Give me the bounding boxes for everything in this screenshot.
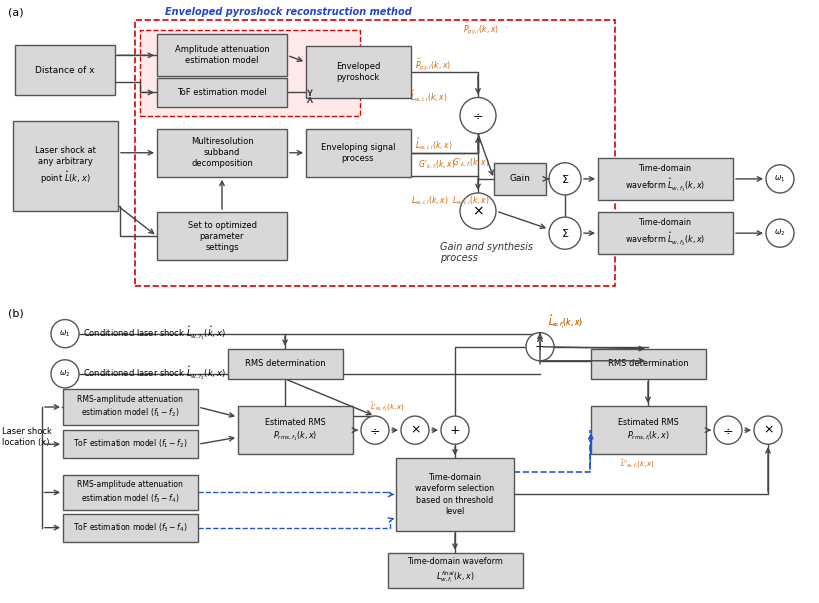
Text: ToF estimation model $(f_1-f_2)$: ToF estimation model $(f_1-f_2)$: [73, 438, 188, 450]
Text: RMS-amplitude attenuation
estimation model $(f_1-f_2)$: RMS-amplitude attenuation estimation mod…: [77, 395, 183, 419]
FancyBboxPatch shape: [305, 128, 410, 177]
FancyBboxPatch shape: [157, 128, 287, 177]
Text: $\hat{L}''_{w,f_i}(k,x)$: $\hat{L}''_{w,f_i}(k,x)$: [620, 458, 655, 472]
Text: Enveloped
pyroshock: Enveloped pyroshock: [336, 62, 380, 83]
Text: Time-domain waveform
$L^{final}_{w,f_i}(k,x)$: Time-domain waveform $L^{final}_{w,f_i}(…: [407, 557, 503, 585]
FancyBboxPatch shape: [62, 430, 197, 458]
FancyBboxPatch shape: [598, 158, 732, 200]
Text: Estimated RMS
$P_{rms,f_1}(k,x)$: Estimated RMS $P_{rms,f_1}(k,x)$: [265, 417, 325, 443]
Text: ToF estimation model: ToF estimation model: [177, 88, 267, 97]
FancyBboxPatch shape: [140, 30, 360, 116]
FancyBboxPatch shape: [387, 554, 523, 589]
Text: Distance of x: Distance of x: [35, 66, 95, 75]
Circle shape: [549, 163, 581, 195]
Text: $\Sigma$: $\Sigma$: [561, 173, 569, 185]
Text: $\div$: $\div$: [722, 424, 734, 437]
Text: $\hat{L}_{w,f_i}(k,x)$: $\hat{L}_{w,f_i}(k,x)$: [548, 314, 583, 331]
Text: $\hat{L}_{w,f_i}(k,x)$: $\hat{L}_{w,f_i}(k,x)$: [548, 314, 583, 331]
Circle shape: [51, 320, 79, 348]
Text: $\div$: $\div$: [369, 424, 381, 437]
Text: ToF estimation model $(f_3-f_4)$: ToF estimation model $(f_3-f_4)$: [73, 522, 188, 534]
FancyBboxPatch shape: [157, 34, 287, 77]
Text: Gain: Gain: [509, 174, 531, 183]
Text: (a): (a): [8, 7, 24, 17]
Circle shape: [361, 416, 389, 444]
Text: $\omega_2$: $\omega_2$: [59, 368, 70, 379]
Text: $\hat{P}_{py,i}(k,x)$: $\hat{P}_{py,i}(k,x)$: [415, 56, 450, 73]
FancyBboxPatch shape: [157, 78, 287, 107]
Text: Time-domain
waveform selection
based on threshold
level: Time-domain waveform selection based on …: [415, 473, 495, 516]
FancyBboxPatch shape: [598, 212, 732, 254]
Text: $\hat{L}'_{w,f_1}(k,x)$: $\hat{L}'_{w,f_1}(k,x)$: [370, 400, 405, 414]
FancyBboxPatch shape: [396, 458, 514, 531]
Text: $+$: $+$: [534, 340, 545, 353]
Text: Time-domain
waveform $\hat{L}_{w,f_2}(k,x)$: Time-domain waveform $\hat{L}_{w,f_2}(k,…: [625, 218, 705, 248]
FancyBboxPatch shape: [305, 46, 410, 98]
Circle shape: [441, 416, 469, 444]
FancyBboxPatch shape: [157, 212, 287, 260]
FancyBboxPatch shape: [12, 121, 117, 211]
Text: Laser shock
location (x): Laser shock location (x): [2, 428, 52, 447]
Text: Enveloped pyroshock reconstruction method: Enveloped pyroshock reconstruction metho…: [165, 7, 412, 17]
FancyBboxPatch shape: [228, 349, 342, 379]
Circle shape: [766, 165, 794, 193]
Text: $\omega_1$: $\omega_1$: [59, 329, 70, 339]
Text: Enveloping signal
process: Enveloping signal process: [321, 143, 396, 163]
Text: $L_{w,i,i}(k,x)$: $L_{w,i,i}(k,x)$: [452, 195, 490, 207]
Text: Multiresolution
subband
decomposition: Multiresolution subband decomposition: [191, 137, 253, 168]
Text: Amplitude attenuation
estimation model: Amplitude attenuation estimation model: [174, 45, 269, 65]
Circle shape: [51, 360, 79, 388]
Text: $G'_{k,f_i}(k,x)$: $G'_{k,f_i}(k,x)$: [452, 157, 490, 171]
Text: (b): (b): [8, 309, 24, 318]
Text: $\Sigma$: $\Sigma$: [561, 227, 569, 239]
FancyBboxPatch shape: [590, 406, 705, 454]
Text: Conditioned laser shock $\hat{L}_{w,f_1}(\hat{k},x)$: Conditioned laser shock $\hat{L}_{w,f_1}…: [83, 325, 226, 343]
Text: $\times$: $\times$: [410, 424, 420, 437]
Circle shape: [754, 416, 782, 444]
Circle shape: [714, 416, 742, 444]
Circle shape: [526, 333, 554, 361]
FancyBboxPatch shape: [590, 349, 705, 379]
Text: $\hat{L}_{w,i,i}(k,x)$: $\hat{L}_{w,i,i}(k,x)$: [415, 137, 453, 153]
Text: RMS determination: RMS determination: [608, 359, 688, 368]
Text: RMS-amplitude attenuation
estimation model $(f_3-f_4)$: RMS-amplitude attenuation estimation mod…: [77, 481, 183, 505]
Text: $\hat{P}_{py,i}(k,x)$: $\hat{P}_{py,i}(k,x)$: [463, 20, 499, 37]
Text: $+$: $+$: [450, 424, 460, 437]
Text: Set to optimized
parameter
settings: Set to optimized parameter settings: [188, 221, 256, 252]
Text: $G'_{k,f_i}(k,x)$: $G'_{k,f_i}(k,x)$: [419, 159, 456, 172]
Circle shape: [549, 217, 581, 249]
Text: $\times$: $\times$: [762, 424, 773, 437]
Circle shape: [460, 98, 496, 134]
Text: $\times$: $\times$: [472, 204, 484, 218]
Text: RMS determination: RMS determination: [245, 359, 325, 368]
Circle shape: [460, 193, 496, 229]
Text: $\omega_1$: $\omega_1$: [775, 174, 785, 184]
FancyBboxPatch shape: [238, 406, 352, 454]
FancyBboxPatch shape: [62, 390, 197, 425]
Text: Time-domain
waveform $\hat{L}_{w,f_1}(k,x)$: Time-domain waveform $\hat{L}_{w,f_1}(k,…: [625, 164, 705, 194]
Circle shape: [401, 416, 429, 444]
Text: $\omega_2$: $\omega_2$: [774, 228, 785, 238]
Text: Estimated RMS
$P_{rms,f_i}(k,x)$: Estimated RMS $P_{rms,f_i}(k,x)$: [618, 417, 678, 443]
Text: $\hat{L}_{w,i,i}(k,x)$: $\hat{L}_{w,i,i}(k,x)$: [410, 89, 448, 104]
Text: $L_{w,i,i}(k,x)$: $L_{w,i,i}(k,x)$: [410, 195, 448, 207]
Text: Conditioned laser shock $\hat{L}_{w,f_2}(k,x)$: Conditioned laser shock $\hat{L}_{w,f_2}…: [83, 365, 226, 382]
Text: Gain and synthesis
process: Gain and synthesis process: [440, 242, 533, 264]
FancyBboxPatch shape: [15, 45, 115, 95]
Text: $\div$: $\div$: [473, 109, 484, 122]
FancyBboxPatch shape: [62, 514, 197, 541]
FancyBboxPatch shape: [62, 475, 197, 510]
Circle shape: [766, 219, 794, 247]
FancyBboxPatch shape: [494, 163, 546, 195]
Text: Laser shock at
any arbitrary
point $\hat{L}(k,x)$: Laser shock at any arbitrary point $\hat…: [34, 145, 96, 186]
